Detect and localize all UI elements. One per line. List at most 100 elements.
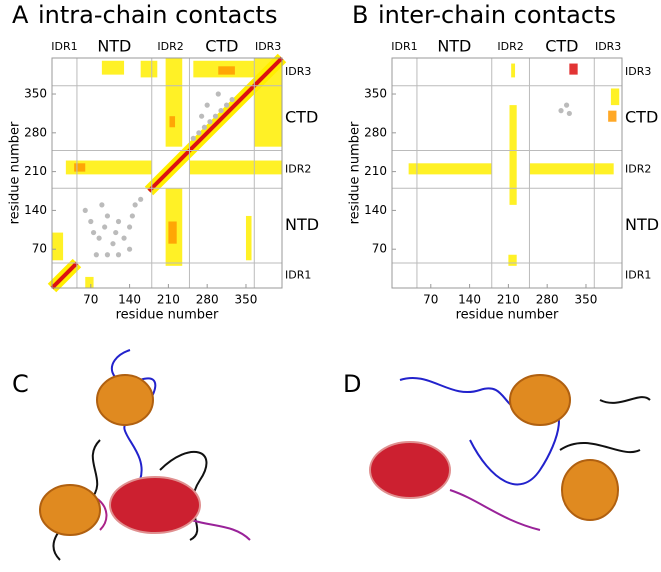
- y-axis-label: residue number: [348, 121, 363, 224]
- plot-frame: [51, 57, 283, 289]
- native-contact: [99, 202, 105, 208]
- contact-patch: [569, 63, 578, 75]
- contact-patch: [529, 163, 614, 175]
- domain-label: IDR3: [285, 65, 311, 78]
- contact-patch: [509, 105, 517, 205]
- x-axis-label: residue number: [456, 308, 559, 323]
- domain-label: CTD: [545, 37, 578, 56]
- y-tick-label: 280: [24, 125, 47, 139]
- y-tick-label: 350: [364, 87, 387, 101]
- domain-label: NTD: [285, 215, 319, 234]
- contact-patch: [608, 110, 617, 122]
- panel-title: inter-chain contacts: [378, 1, 616, 29]
- native-contact: [113, 229, 119, 236]
- contact-patch: [610, 88, 620, 106]
- panel-letter: A: [12, 1, 29, 29]
- native-contact: [215, 91, 221, 97]
- contact-patch: [165, 58, 183, 147]
- panel-letter: D: [343, 370, 361, 398]
- contact-patch: [218, 66, 235, 75]
- x-tick-label: 70: [423, 293, 438, 307]
- native-contact: [199, 113, 205, 119]
- native-contact: [104, 252, 111, 258]
- panel-letter: C: [12, 370, 29, 398]
- domain-label: IDR1: [391, 40, 417, 53]
- domain-label: IDR1: [285, 269, 311, 282]
- panel-letter: B: [352, 1, 368, 29]
- contact-patch: [65, 160, 152, 175]
- domain-label: NTD: [97, 37, 131, 56]
- native-contact: [201, 124, 208, 130]
- contact-patch: [168, 221, 177, 244]
- contact-patch: [508, 254, 517, 266]
- native-contact: [212, 113, 219, 119]
- domain-label: IDR3: [595, 40, 621, 53]
- native-contact: [566, 110, 572, 117]
- y-tick-label: 70: [32, 242, 47, 256]
- native-contact: [138, 196, 144, 202]
- native-contact: [121, 235, 127, 241]
- domain-label: CTD: [285, 108, 318, 127]
- y-tick-label: 140: [364, 203, 387, 217]
- panel-title: intra-chain contacts: [38, 1, 277, 29]
- x-tick-label: 280: [536, 293, 559, 307]
- domain-label: IDR3: [625, 65, 651, 78]
- structure-c: [39, 349, 251, 561]
- diagonal-core: [50, 261, 79, 290]
- y-tick-label: 70: [372, 242, 387, 256]
- contact-patch: [74, 163, 86, 172]
- domain-label: IDR1: [51, 40, 77, 53]
- plot-frame: [391, 57, 623, 289]
- native-contact: [102, 224, 108, 230]
- native-contact: [207, 119, 213, 125]
- native-contact: [196, 130, 202, 136]
- x-tick-label: 140: [118, 293, 141, 307]
- x-tick-label: 70: [83, 293, 98, 307]
- y-axis-label: residue number: [8, 121, 23, 224]
- native-contact: [96, 235, 102, 241]
- y-tick-label: 210: [24, 164, 47, 178]
- contact-patch: [245, 215, 252, 261]
- native-contact: [82, 207, 88, 214]
- y-tick-label: 280: [364, 125, 387, 139]
- x-tick-label: 350: [235, 293, 258, 307]
- native-contact: [563, 102, 570, 108]
- contact-patch: [169, 116, 176, 128]
- diagonal-core: [147, 56, 284, 193]
- domain-label: CTD: [205, 37, 238, 56]
- native-contact: [115, 218, 122, 225]
- contact-patch: [511, 63, 516, 78]
- contact-patch: [408, 163, 492, 175]
- native-contact: [126, 224, 133, 230]
- x-tick-label: 210: [497, 293, 520, 307]
- native-contact: [104, 213, 111, 219]
- domain-label: IDR2: [625, 162, 651, 175]
- contact-patch: [52, 232, 64, 261]
- y-tick-label: 140: [24, 203, 47, 217]
- native-contact: [132, 202, 138, 208]
- native-contact: [88, 218, 94, 225]
- native-contact: [223, 102, 230, 108]
- domain-label: NTD: [437, 37, 471, 56]
- x-axis-label: residue number: [116, 308, 219, 323]
- plot: [47, 53, 287, 293]
- domain-label: CTD: [625, 108, 658, 127]
- native-contact: [115, 252, 122, 258]
- y-tick-label: 350: [24, 87, 47, 101]
- native-contact: [218, 108, 224, 114]
- native-contact: [229, 96, 235, 103]
- contact-patch: [101, 60, 125, 75]
- native-contact: [93, 252, 99, 258]
- contact-patch: [140, 60, 158, 78]
- native-contact: [126, 246, 133, 252]
- native-contact: [110, 241, 116, 247]
- native-contact: [558, 108, 564, 114]
- domain-label: NTD: [625, 215, 659, 234]
- plot: [408, 63, 620, 266]
- x-tick-label: 350: [575, 293, 598, 307]
- y-tick-label: 210: [364, 164, 387, 178]
- x-tick-label: 210: [157, 293, 180, 307]
- domain-label: IDR2: [157, 40, 183, 53]
- contact-patch: [85, 276, 94, 288]
